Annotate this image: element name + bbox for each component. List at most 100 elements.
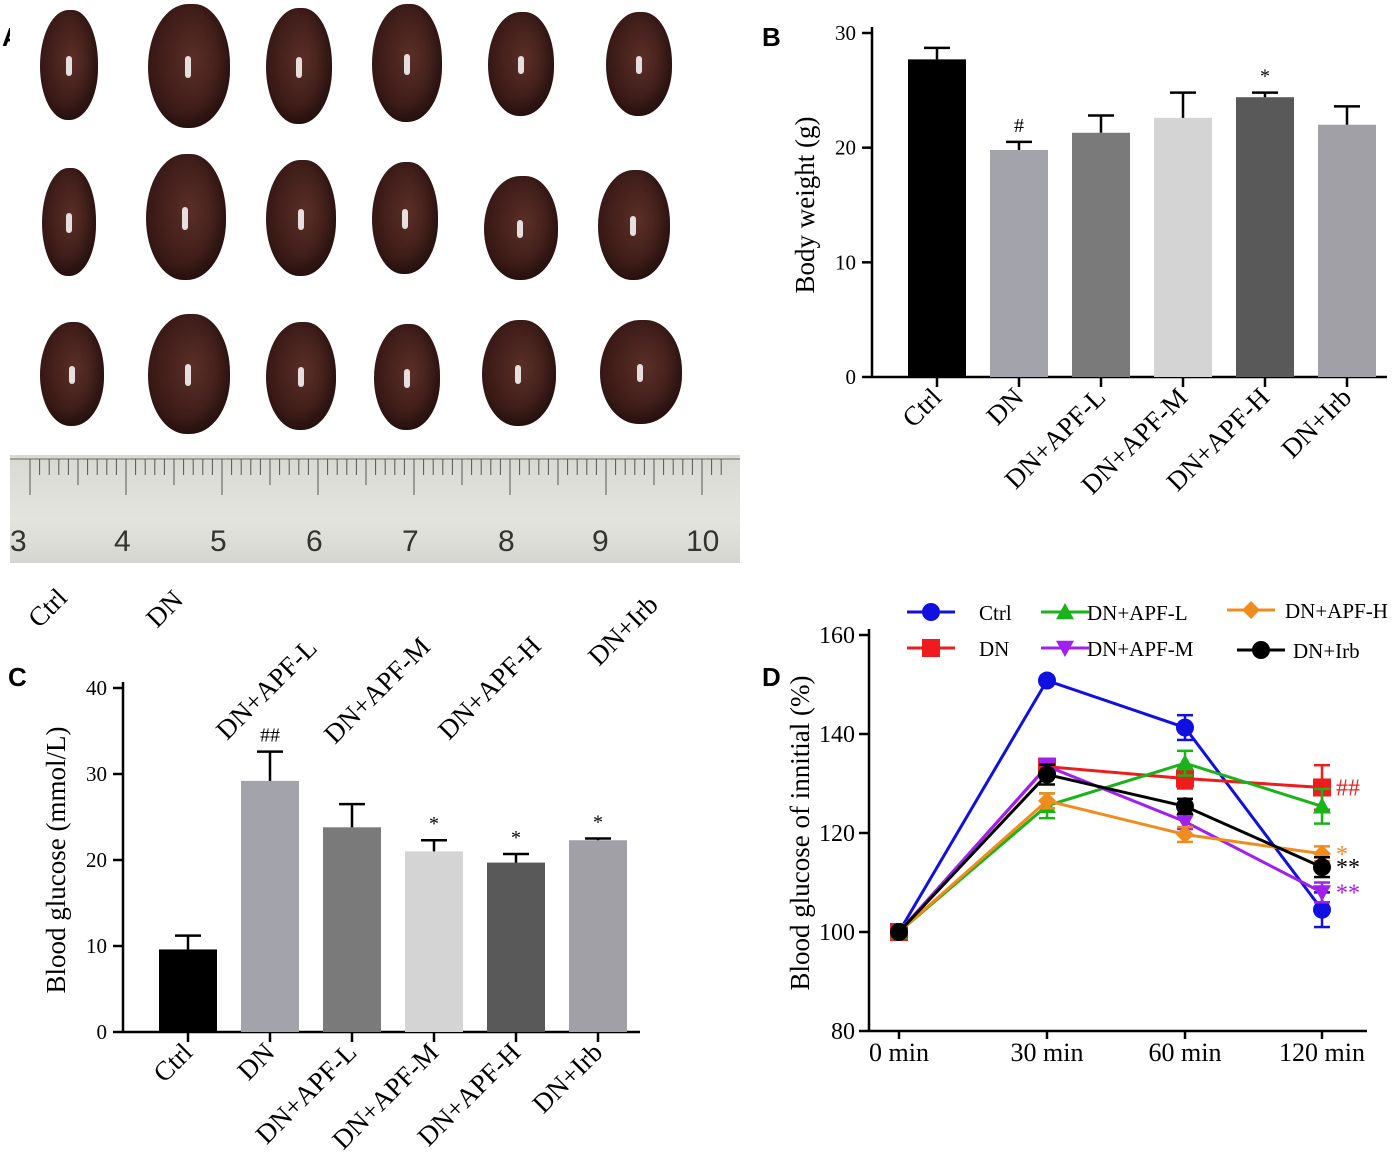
kidney-image [482,320,556,426]
ruler-number: 8 [498,525,515,558]
kidney-image [266,8,332,124]
x-tick-label: 30 min [1011,1038,1084,1067]
legend-label: DN+APF-H [1285,599,1388,623]
ruler-number: 10 [686,525,720,558]
blood-glucose-chart: 0 10 20 30 40 Blood glucose (mmol/L) Ctrl ## DN D… [41,676,640,1155]
y-tick-label: 10 [835,250,856,274]
data-point [1176,754,1194,771]
y-tick-label: 80 [831,1019,855,1045]
bar [159,949,217,1032]
bar [487,862,545,1032]
x-tick-label: 120 min [1279,1038,1365,1067]
data-point [1252,641,1270,659]
significance-mark: ** [1336,855,1360,881]
data-point [1176,797,1194,816]
bar [323,827,381,1032]
ruler-ticks [10,458,740,495]
series-line [897,678,1324,933]
kidney-image [374,324,440,430]
data-point [1313,797,1331,814]
kidney-image [40,10,98,120]
y-axis-label: Blood glucose of innitial (%) [785,676,815,991]
ruler-number: 9 [592,525,609,558]
significance-mark: * [429,813,439,835]
photo-group-label: DN [140,584,189,634]
kidney-image [488,12,554,116]
series-line [898,799,1323,934]
ruler-number: 4 [114,525,131,558]
kidney-image [148,314,230,434]
kidney-image [148,4,230,128]
data-point [1313,858,1331,877]
x-tick-label: Ctrl [896,382,947,433]
series-line [897,764,1323,933]
data-point [922,603,940,621]
data-point [1176,769,1194,788]
data-point [1313,900,1331,919]
data-point [890,923,908,941]
bar [1236,97,1294,378]
kidney-image [598,170,670,280]
data-point [1176,825,1194,844]
y-tick-label: 0 [97,1020,108,1044]
blood-glucose-percent-chart: 80 100 120 140 160 0 min 30 min 60 min 120 min Bl… [785,599,1388,1067]
data-point [1038,765,1056,784]
x-tick-label: DN [980,382,1029,431]
kidney-image [372,4,442,122]
data-point [1313,885,1331,902]
kidney-image [146,154,226,280]
y-axis-label: Blood glucose (mmol/L) [41,727,71,994]
panel-letter-b: B [762,22,781,52]
significance-mark: * [511,827,521,849]
y-tick-label: 140 [819,722,855,748]
ruler-number: 5 [210,525,227,558]
data-point [1056,640,1074,657]
data-point [1313,778,1331,797]
kidney-image [606,12,672,116]
y-tick-label: 0 [846,365,857,389]
data-point [1056,603,1074,620]
kidney-image [266,160,336,276]
x-tick-label: DN+Irb [526,1037,608,1119]
y-tick-label: 100 [819,920,855,946]
kidney-image [600,320,682,424]
data-point [922,639,940,657]
ruler: 3 4 5 6 7 8 9 10 [10,455,740,563]
significance-mark: ## [1336,775,1360,801]
y-tick-label: 30 [835,21,856,45]
kidney-image [40,322,104,426]
bar [1154,117,1212,377]
significance-mark: * [1336,842,1348,868]
legend-label: DN+APF-L [1087,601,1188,625]
x-tick-label: DN [231,1037,280,1086]
x-tick-label: 60 min [1149,1038,1222,1067]
data-point [1038,791,1056,810]
significance-mark: * [1260,66,1270,88]
kidney-image [372,162,438,274]
data-point [1038,671,1056,690]
kidney-image [266,322,336,430]
bar [990,149,1048,377]
bar [1318,124,1376,377]
data-point [1176,718,1194,737]
series-line [898,761,1323,934]
y-tick-label: 30 [86,762,107,786]
x-tick-label: DN+Irb [1275,382,1357,464]
bar [405,851,463,1032]
y-tick-label: 20 [835,136,856,160]
y-tick-label: 20 [86,848,107,872]
ruler-number: 6 [306,525,323,558]
bar [241,780,299,1032]
significance-mark: ## [260,725,280,747]
y-tick-label: 160 [819,623,855,649]
significance-mark: * [593,812,603,834]
bar [1072,132,1130,377]
ruler-number: 3 [10,525,27,558]
legend-label: DN+APF-M [1087,637,1194,661]
data-point [1313,844,1331,863]
kidney-image [484,176,558,280]
x-tick-label: Ctrl [147,1037,198,1088]
photo-group-label: Ctrl [22,582,73,634]
bar [569,840,627,1032]
